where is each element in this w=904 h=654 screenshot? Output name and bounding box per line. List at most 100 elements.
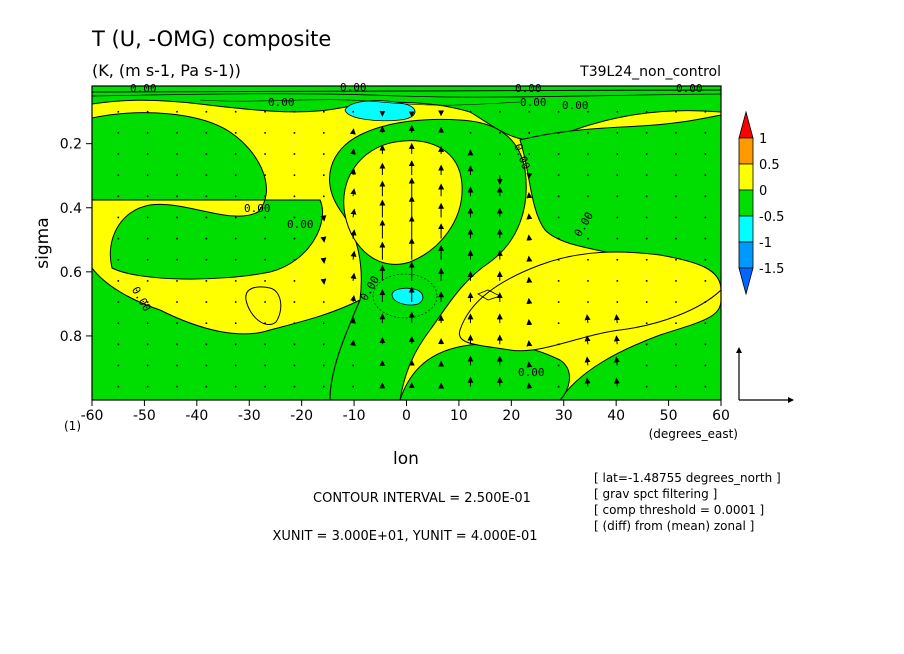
vector-arrow bbox=[350, 295, 357, 303]
vector-arrow bbox=[176, 110, 178, 113]
vector-arrow bbox=[146, 110, 149, 113]
vector-arrow bbox=[264, 216, 266, 219]
vector-arrow bbox=[176, 216, 178, 219]
vector-arrow bbox=[264, 343, 266, 346]
vector-arrow bbox=[234, 153, 237, 155]
vector-arrow bbox=[205, 110, 208, 113]
colorbar-segment bbox=[738, 163, 754, 191]
contour-label: 0.00 bbox=[515, 82, 542, 95]
vector-arrow bbox=[557, 258, 560, 261]
vector-arrow bbox=[587, 280, 589, 282]
y-axis: 0.2 0.4 0.6 0.8 bbox=[60, 137, 92, 345]
contour-line bbox=[372, 273, 438, 319]
vector-arrow bbox=[645, 216, 648, 219]
vector-arrow bbox=[645, 280, 648, 282]
vector-arrow bbox=[645, 364, 648, 367]
vector-arrow bbox=[117, 174, 120, 176]
vector-arrow bbox=[205, 280, 208, 282]
vector-arrow bbox=[704, 322, 707, 325]
vector-arrow bbox=[264, 153, 266, 155]
contour-line bbox=[199, 99, 521, 106]
vector-arrow bbox=[704, 364, 707, 367]
vector-arrow bbox=[675, 195, 677, 198]
x-tick-label: 30 bbox=[555, 408, 573, 424]
vector-arrow bbox=[584, 314, 591, 324]
vector-arrow bbox=[645, 132, 648, 134]
plot-area bbox=[92, 86, 721, 400]
vector-arrow bbox=[499, 153, 501, 155]
x-tick-label: 10 bbox=[450, 408, 468, 424]
vector-arrow bbox=[557, 280, 560, 282]
vector-arrow bbox=[205, 385, 208, 388]
vector-arrow bbox=[675, 110, 677, 113]
vector-arrow bbox=[205, 343, 208, 346]
vector-arrow bbox=[322, 110, 325, 113]
y-tick-label: 0.2 bbox=[60, 137, 82, 153]
vector-arrow bbox=[234, 301, 237, 303]
positive-blob-west bbox=[245, 286, 282, 325]
y-tick-label: 0.6 bbox=[60, 265, 82, 281]
vector-arrow bbox=[675, 237, 677, 240]
vector-arrow bbox=[350, 317, 356, 324]
vector-arrow bbox=[205, 153, 208, 155]
vector-arrow bbox=[557, 301, 560, 303]
vector-arrow bbox=[350, 208, 357, 218]
x-tick-label: 20 bbox=[502, 408, 520, 424]
contour-label: 0.00 bbox=[518, 366, 545, 379]
vector-arrow bbox=[293, 322, 296, 325]
vector-arrow bbox=[675, 385, 677, 388]
vector-arrow bbox=[322, 322, 325, 325]
vector-arrow bbox=[350, 229, 357, 239]
vector-arrow bbox=[350, 272, 357, 281]
vector-arrow bbox=[587, 258, 589, 261]
vector-arrow bbox=[146, 237, 149, 240]
vector-arrow bbox=[293, 343, 296, 346]
vector-arrow bbox=[146, 322, 149, 325]
vector-arrow bbox=[293, 195, 296, 198]
vector-arrow bbox=[264, 364, 266, 367]
vector-arrow bbox=[146, 385, 149, 388]
vector-arrow bbox=[528, 132, 531, 134]
colorbar: 1 0.5 0 -0.5 -1 -1.5 bbox=[738, 110, 784, 296]
vector-arrow bbox=[322, 385, 325, 388]
vector-arrow bbox=[557, 322, 560, 325]
vector-arrow bbox=[264, 132, 266, 134]
vector-arrow bbox=[349, 339, 356, 346]
vector-arrow bbox=[704, 153, 707, 155]
vector-arrow bbox=[117, 322, 120, 325]
vector-arrow bbox=[322, 343, 325, 346]
vector-arrow bbox=[264, 258, 266, 261]
vector-arrow bbox=[176, 385, 178, 388]
contour-label: 0.00 bbox=[676, 82, 703, 95]
contour-label: 0.00 bbox=[562, 99, 589, 112]
vector-arrow bbox=[587, 237, 589, 240]
vector-arrow bbox=[146, 343, 149, 346]
x-axis: -60 -50 -40 -30 -20 -10 0 10 20 30 40 50 60 bbox=[81, 400, 730, 424]
vector-arrow bbox=[146, 258, 149, 261]
vector-arrow bbox=[587, 174, 589, 176]
vector-arrow bbox=[704, 216, 707, 219]
vector-arrow bbox=[205, 301, 208, 303]
colorbar-segment bbox=[738, 215, 754, 243]
vector-arrow bbox=[264, 322, 266, 325]
vector-arrow bbox=[264, 385, 266, 388]
vector-arrow bbox=[322, 195, 325, 198]
vector-arrow bbox=[645, 258, 648, 261]
vector-arrow bbox=[264, 110, 266, 113]
vector-arrow bbox=[293, 110, 296, 113]
run-label: T39L24_non_control bbox=[579, 64, 721, 80]
vector-arrow bbox=[352, 385, 354, 388]
cyan-blob-center bbox=[391, 287, 424, 306]
vector-arrow bbox=[645, 322, 648, 325]
vector-arrow bbox=[557, 174, 560, 176]
contour-label: 0.00 bbox=[287, 218, 314, 231]
vector-arrow bbox=[350, 148, 356, 155]
vector-arrow bbox=[616, 110, 619, 113]
note-line: [ (diff) from (mean) zonal ] bbox=[594, 519, 754, 533]
vector-arrow bbox=[146, 301, 149, 303]
vector-arrow bbox=[616, 153, 619, 155]
x-tick-label: -10 bbox=[343, 408, 366, 424]
vector-arrow bbox=[645, 174, 648, 176]
vector-arrow bbox=[205, 174, 208, 176]
vector-arrow bbox=[616, 216, 619, 219]
